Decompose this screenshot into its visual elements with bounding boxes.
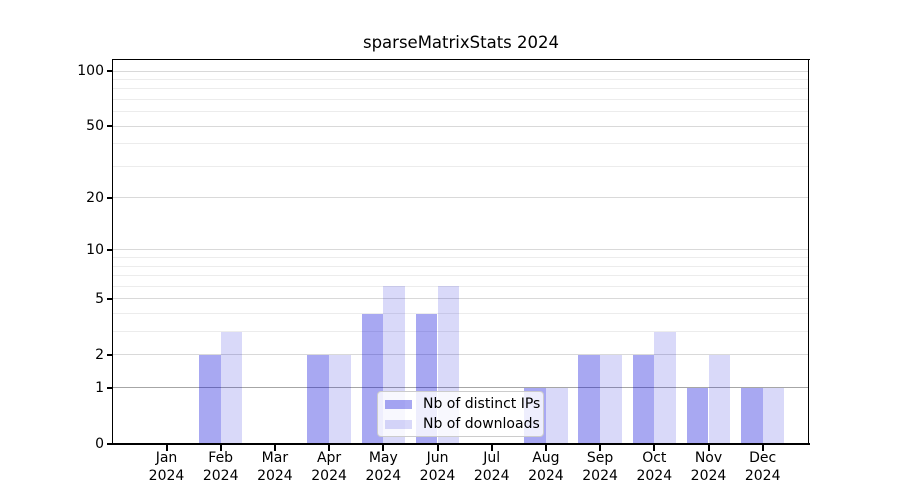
- y-tick-mark-0: [107, 442, 113, 445]
- gridline-major-10: [113, 249, 808, 251]
- y-tick-mark-2: [107, 353, 113, 356]
- y-tick-label-0: 0: [95, 435, 104, 452]
- y-tick-mark-5: [107, 297, 113, 300]
- bar-distinct-ips-apr: [307, 354, 330, 445]
- gridline-major-2: [113, 354, 808, 356]
- x-tick-label-jul: Jul 2024: [473, 450, 510, 484]
- gridline-major-20: [113, 197, 808, 199]
- bar-distinct-ips-feb: [199, 354, 221, 445]
- chart-title: sparseMatrixStats 2024: [362, 33, 560, 52]
- y-tick-mark-50: [107, 125, 113, 128]
- bar-downloads-sep: [600, 354, 622, 445]
- y-tick-mark-20: [107, 196, 113, 199]
- x-tick-mark-feb: [219, 445, 222, 451]
- y-tick-mark-1: [107, 386, 113, 389]
- y-tick-label-2: 2: [95, 346, 104, 363]
- y-tick-label-5: 5: [95, 290, 104, 307]
- bar-distinct-ips-nov: [686, 387, 709, 445]
- gridline-minor-7: [113, 275, 808, 277]
- x-tick-label-oct: Oct 2024: [636, 450, 673, 484]
- x-tick-mark-sep: [599, 445, 602, 451]
- y-tick-mark-10: [107, 248, 113, 251]
- x-tick-label-feb: Feb 2024: [202, 450, 239, 484]
- x-tick-label-sep: Sep 2024: [582, 450, 618, 484]
- gridline-minor-30: [113, 165, 808, 167]
- gridline-minor-90: [113, 78, 808, 80]
- gridline-minor-6: [113, 285, 808, 287]
- bar-downloads-nov: [708, 354, 731, 445]
- gridline-major-1: [113, 387, 808, 389]
- gridline-major-50: [113, 125, 808, 127]
- y-tick-mark-100: [107, 70, 113, 73]
- legend: Nb of distinct IPs Nb of downloads: [377, 391, 544, 437]
- x-tick-mark-aug: [544, 445, 547, 451]
- gridline-minor-4: [113, 313, 808, 315]
- x-tick-label-jun: Jun 2024: [419, 450, 456, 484]
- x-tick-mark-mar: [273, 445, 276, 451]
- bar-distinct-ips-dec: [741, 387, 763, 445]
- bar-downloads-oct: [654, 331, 676, 445]
- x-tick-mark-apr: [328, 445, 331, 451]
- x-tick-label-may: May 2024: [365, 450, 402, 484]
- gridline-major-100: [113, 70, 808, 72]
- y-tick-label-10: 10: [86, 241, 104, 258]
- legend-label-downloads: Nb of downloads: [423, 416, 540, 432]
- x-tick-label-dec: Dec 2024: [744, 450, 781, 484]
- y-tick-label-100: 100: [77, 63, 104, 80]
- gridline-minor-60: [113, 111, 808, 113]
- legend-swatch-downloads: [385, 419, 412, 429]
- legend-item-distinct-ips: Nb of distinct IPs: [385, 396, 543, 413]
- bar-distinct-ips-sep: [578, 354, 601, 445]
- x-tick-mark-nov: [707, 445, 710, 451]
- bar-downloads-apr: [329, 354, 351, 445]
- legend-item-downloads: Nb of downloads: [385, 416, 543, 433]
- spine-left: [111, 58, 114, 445]
- x-tick-label-jan: Jan 2024: [148, 450, 185, 484]
- x-tick-label-nov: Nov 2024: [690, 450, 727, 484]
- bar-distinct-ips-oct: [632, 354, 655, 445]
- x-tick-label-aug: Aug 2024: [528, 450, 564, 484]
- gridline-minor-9: [113, 257, 808, 259]
- x-tick-mark-oct: [653, 445, 656, 451]
- bar-downloads-feb: [220, 331, 243, 445]
- gridline-minor-70: [113, 99, 808, 100]
- y-tick-label-1: 1: [95, 379, 104, 396]
- gridline-minor-8: [113, 265, 808, 267]
- gridline-minor-40: [113, 143, 808, 145]
- y-tick-label-20: 20: [86, 189, 104, 206]
- x-tick-mark-may: [382, 445, 385, 451]
- gridline-major-5: [113, 298, 808, 300]
- spine-right: [807, 58, 810, 445]
- spine-top: [111, 58, 810, 61]
- x-tick-label-mar: Mar 2024: [257, 450, 293, 484]
- x-tick-mark-dec: [761, 445, 764, 451]
- spine-bottom: [111, 443, 810, 445]
- gridline-minor-80: [113, 88, 808, 90]
- y-tick-label-50: 50: [86, 118, 104, 135]
- x-tick-mark-jul: [490, 445, 493, 451]
- bar-downloads-dec: [762, 387, 785, 445]
- gridline-minor-3: [113, 331, 808, 333]
- legend-swatch-distinct-ips: [385, 399, 412, 409]
- x-tick-mark-jun: [436, 445, 439, 451]
- x-tick-label-apr: Apr 2024: [311, 450, 347, 484]
- x-tick-mark-jan: [165, 445, 168, 451]
- bar-downloads-aug: [545, 387, 568, 445]
- legend-label-distinct-ips: Nb of distinct IPs: [423, 396, 541, 412]
